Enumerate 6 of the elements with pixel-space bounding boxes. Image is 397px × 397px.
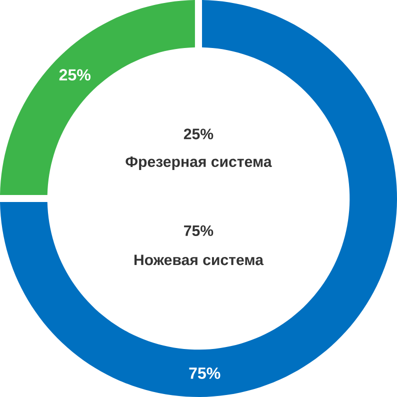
- data-label: 75%: [189, 368, 220, 379]
- text: 25%: [184, 128, 214, 140]
- data-label: 25%: [59, 69, 91, 81]
- text: 75%: [184, 225, 214, 236]
- slice-label: Фрезерная система: [126, 156, 272, 170]
- slice-label: Ножевая система: [134, 254, 264, 266]
